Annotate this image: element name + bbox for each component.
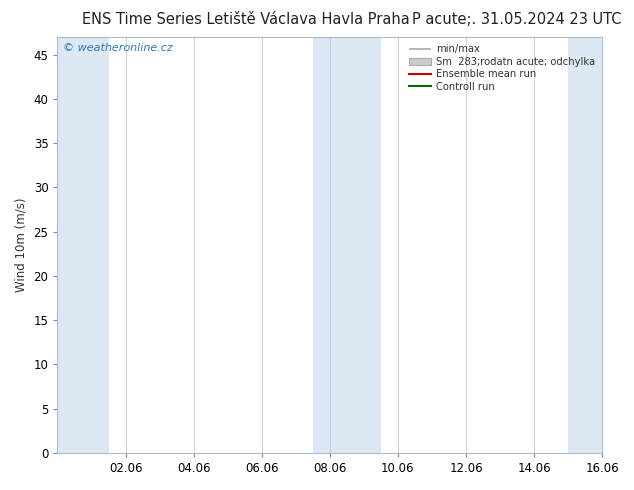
Bar	[58, 37, 108, 453]
Text: © weatheronline.cz: © weatheronline.cz	[63, 43, 172, 53]
Bar	[568, 37, 602, 453]
Legend: min/max, Sm  283;rodatn acute; odchylka, Ensemble mean run, Controll run: min/max, Sm 283;rodatn acute; odchylka, …	[405, 40, 599, 96]
Text: ENS Time Series Letiště Václava Havla Praha: ENS Time Series Letiště Václava Havla Pr…	[82, 12, 410, 27]
Y-axis label: Wind 10m (m/s): Wind 10m (m/s)	[15, 198, 28, 292]
Bar	[313, 37, 381, 453]
Text: P acute;. 31.05.2024 23 UTC: P acute;. 31.05.2024 23 UTC	[412, 12, 621, 27]
